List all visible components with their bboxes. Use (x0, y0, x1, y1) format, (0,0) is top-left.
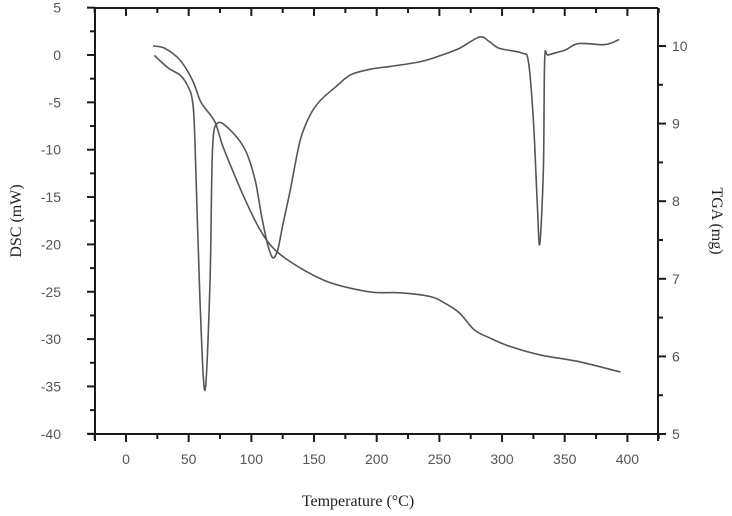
y2-tick-label: 9 (672, 116, 680, 132)
x-tick-label: 150 (302, 451, 326, 467)
x-tick-label: 250 (428, 451, 452, 467)
x-tick-label: 0 (122, 451, 130, 467)
y2-tick-label: 7 (672, 271, 680, 287)
y-tick-label: -10 (41, 142, 61, 158)
y-tick-label: -20 (41, 236, 61, 252)
x-axis-ticks: 0 50 100 150 200 250 300 350 400 (93, 8, 660, 467)
y2-axis-ticks-tga: 10 9 8 7 6 5 (658, 38, 688, 442)
y-tick-label: -25 (41, 284, 61, 300)
plot-frame (88, 7, 665, 441)
y-axis-title-dsc: DSC (mW) (8, 184, 25, 257)
y-tick-label: -40 (41, 426, 61, 442)
x-axis-title: Temperature (°C) (302, 493, 414, 510)
y2-tick-label: 6 (672, 348, 680, 364)
y2-tick-label: 10 (672, 38, 688, 54)
y-tick-label: -30 (41, 331, 61, 347)
y-tick-label: -35 (41, 378, 61, 394)
y-tick-label: 5 (53, 0, 61, 16)
tga-curve (152, 45, 621, 373)
x-tick-label: 50 (181, 451, 197, 467)
x-tick-label: 350 (553, 451, 577, 467)
y-tick-label: -15 (41, 189, 61, 205)
x-tick-label: 300 (490, 451, 514, 467)
y2-axis-title-tga: TGA (mg) (708, 187, 725, 254)
dsc-curve (154, 36, 620, 392)
x-tick-label: 100 (240, 451, 264, 467)
y-axis-ticks-dsc: 5 0 -5 -10 -15 -20 -25 -30 -35 -40 (41, 0, 95, 442)
y2-tick-label: 5 (672, 426, 680, 442)
y-tick-label: 0 (53, 47, 61, 63)
x-tick-label: 200 (365, 451, 389, 467)
y2-tick-label: 8 (672, 193, 680, 209)
x-tick-label: 400 (616, 451, 640, 467)
y-tick-label: -5 (49, 94, 62, 110)
